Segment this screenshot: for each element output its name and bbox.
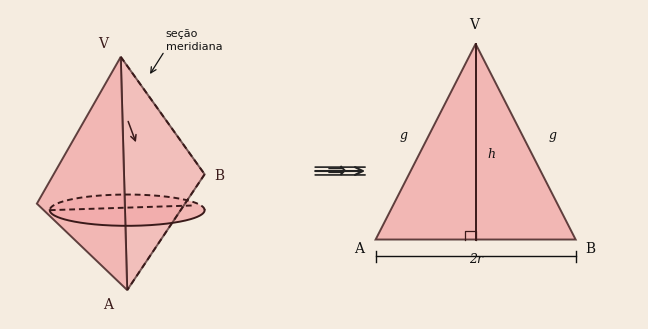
- Polygon shape: [376, 44, 575, 240]
- Text: A: A: [354, 242, 364, 256]
- Text: V: V: [98, 37, 108, 51]
- Text: g: g: [549, 129, 557, 142]
- Text: B: B: [214, 169, 224, 183]
- Text: ⇒: ⇒: [327, 159, 347, 183]
- Text: seção
meridiana: seção meridiana: [166, 29, 222, 52]
- Text: 2r: 2r: [469, 253, 483, 266]
- Polygon shape: [37, 57, 127, 290]
- Text: V: V: [469, 18, 480, 32]
- Text: B: B: [585, 242, 596, 256]
- Polygon shape: [50, 194, 205, 226]
- Polygon shape: [121, 57, 205, 290]
- Text: g: g: [399, 129, 408, 142]
- Text: h: h: [487, 148, 495, 161]
- Text: A: A: [103, 298, 113, 313]
